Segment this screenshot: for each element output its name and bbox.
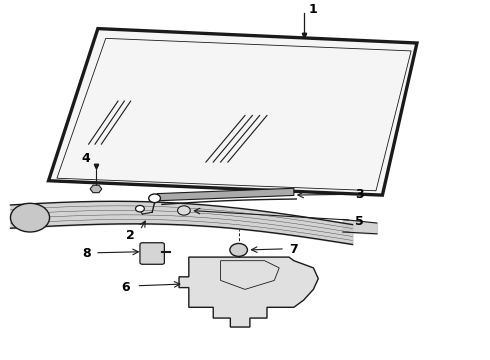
Polygon shape [90, 185, 102, 193]
FancyBboxPatch shape [140, 243, 164, 264]
Text: 2: 2 [126, 229, 135, 242]
Text: 5: 5 [355, 215, 364, 228]
Polygon shape [49, 30, 416, 194]
Text: 1: 1 [309, 3, 317, 16]
Polygon shape [179, 257, 318, 327]
Circle shape [136, 206, 145, 212]
Circle shape [10, 203, 49, 232]
Polygon shape [157, 188, 294, 201]
Text: 4: 4 [82, 152, 91, 165]
Text: 7: 7 [289, 243, 298, 256]
Text: 8: 8 [82, 247, 91, 260]
Circle shape [177, 206, 190, 215]
Text: 3: 3 [355, 188, 364, 201]
Text: 6: 6 [121, 281, 129, 294]
Circle shape [149, 194, 160, 203]
Circle shape [230, 243, 247, 256]
